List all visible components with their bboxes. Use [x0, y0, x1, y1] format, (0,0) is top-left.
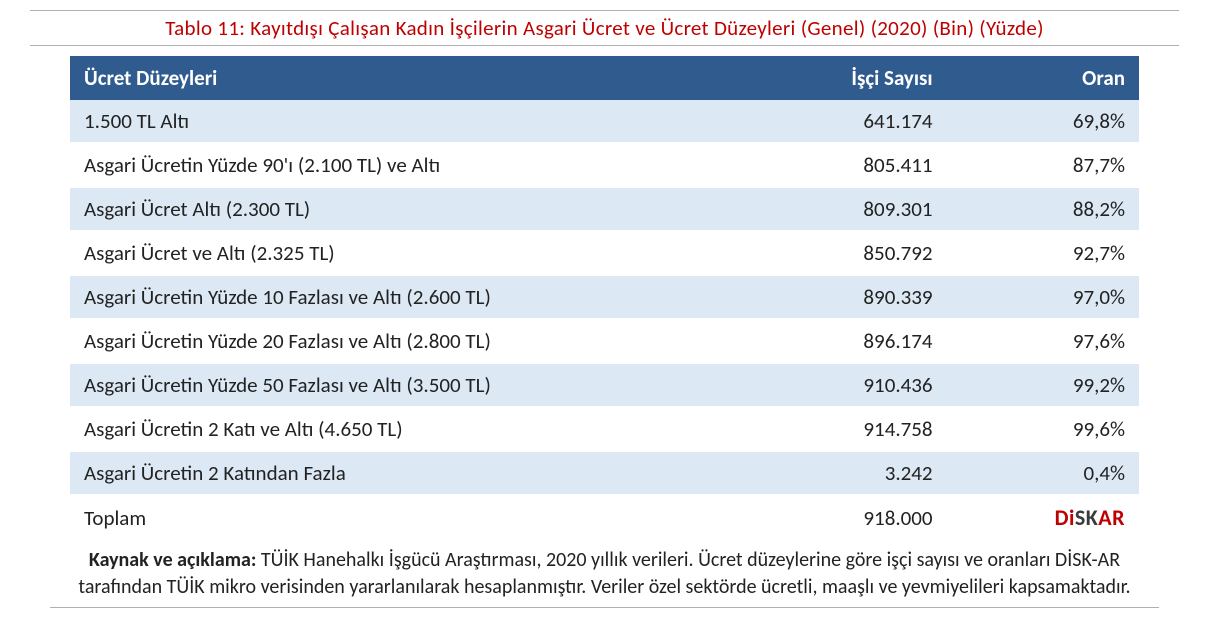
wage-levels-table: Ücret Düzeyleri İşçi Sayısı Oran 1.500 T…: [70, 56, 1139, 541]
table-container: Ücret Düzeyleri İşçi Sayısı Oran 1.500 T…: [70, 56, 1139, 541]
cell-rate: 87,7%: [947, 143, 1139, 187]
table-row: Toplam918.000 DiSKAR: [70, 495, 1139, 540]
cell-rate: 88,2%: [947, 187, 1139, 231]
cell-count: 641.174: [733, 100, 947, 143]
cell-level: 1.500 TL Altı: [70, 100, 733, 143]
table-row: 1.500 TL Altı641.17469,8%: [70, 100, 1139, 143]
cell-rate: 99,2%: [947, 363, 1139, 407]
cell-rate: 97,6%: [947, 319, 1139, 363]
cell-rate: 92,7%: [947, 231, 1139, 275]
col-header-count: İşçi Sayısı: [733, 56, 947, 100]
table-row: Asgari Ücretin Yüzde 10 Fazlası ve Altı …: [70, 275, 1139, 319]
table-row: Asgari Ücretin 2 Katından Fazla3.2420,4%: [70, 451, 1139, 495]
cell-rate: 97,0%: [947, 275, 1139, 319]
cell-rate: 69,8%: [947, 100, 1139, 143]
table-caption: Tablo 11: Kayıtdışı Çalışan Kadın İşçile…: [165, 15, 1043, 41]
table-row: Asgari Ücret Altı (2.300 TL)809.30188,2%: [70, 187, 1139, 231]
cell-count: 896.174: [733, 319, 947, 363]
table-row: Asgari Ücretin Yüzde 50 Fazlası ve Altı …: [70, 363, 1139, 407]
footnote-container: Kaynak ve açıklama: TÜİK Hanehalkı İşgüc…: [50, 547, 1159, 608]
col-header-rate: Oran: [947, 56, 1139, 100]
table-row: Asgari Ücretin Yüzde 20 Fazlası ve Altı …: [70, 319, 1139, 363]
table-row: Asgari Ücretin 2 Katı ve Altı (4.650 TL)…: [70, 407, 1139, 451]
cell-level: Asgari Ücret ve Altı (2.325 TL): [70, 231, 733, 275]
caption-rule-box: Tablo 11: Kayıtdışı Çalışan Kadın İşçile…: [30, 10, 1179, 46]
cell-level: Asgari Ücretin 2 Katından Fazla: [70, 451, 733, 495]
cell-level: Asgari Ücretin Yüzde 20 Fazlası ve Altı …: [70, 319, 733, 363]
table-row: Asgari Ücret ve Altı (2.325 TL)850.79292…: [70, 231, 1139, 275]
cell-level: Asgari Ücret Altı (2.300 TL): [70, 187, 733, 231]
col-header-level: Ücret Düzeyleri: [70, 56, 733, 100]
cell-level: Asgari Ücretin Yüzde 90'ı (2.100 TL) ve …: [70, 143, 733, 187]
cell-count: 850.792: [733, 231, 947, 275]
cell-count: 914.758: [733, 407, 947, 451]
table-row: Asgari Ücretin Yüzde 90'ı (2.100 TL) ve …: [70, 143, 1139, 187]
cell-level: Asgari Ücretin 2 Katı ve Altı (4.650 TL): [70, 407, 733, 451]
cell-count: 3.242: [733, 451, 947, 495]
cell-rate: 99,6%: [947, 407, 1139, 451]
cell-level: Asgari Ücretin Yüzde 10 Fazlası ve Altı …: [70, 275, 733, 319]
cell-count: 809.301: [733, 187, 947, 231]
cell-level: Asgari Ücretin Yüzde 50 Fazlası ve Altı …: [70, 363, 733, 407]
cell-rate: 0,4%: [947, 451, 1139, 495]
table-header-row: Ücret Düzeyleri İşçi Sayısı Oran: [70, 56, 1139, 100]
cell-count: 890.339: [733, 275, 947, 319]
diskar-logo: DiSKAR: [1055, 504, 1125, 531]
footnote-label: Kaynak ve açıklama:: [89, 548, 256, 572]
cell-count: 910.436: [733, 363, 947, 407]
cell-level: Toplam: [70, 495, 733, 540]
cell-rate: DiSKAR: [947, 495, 1139, 540]
cell-count: 805.411: [733, 143, 947, 187]
footnote-text: Kaynak ve açıklama: TÜİK Hanehalkı İşgüc…: [50, 547, 1159, 601]
cell-count: 918.000: [733, 495, 947, 540]
table-body: 1.500 TL Altı641.17469,8%Asgari Ücretin …: [70, 100, 1139, 540]
